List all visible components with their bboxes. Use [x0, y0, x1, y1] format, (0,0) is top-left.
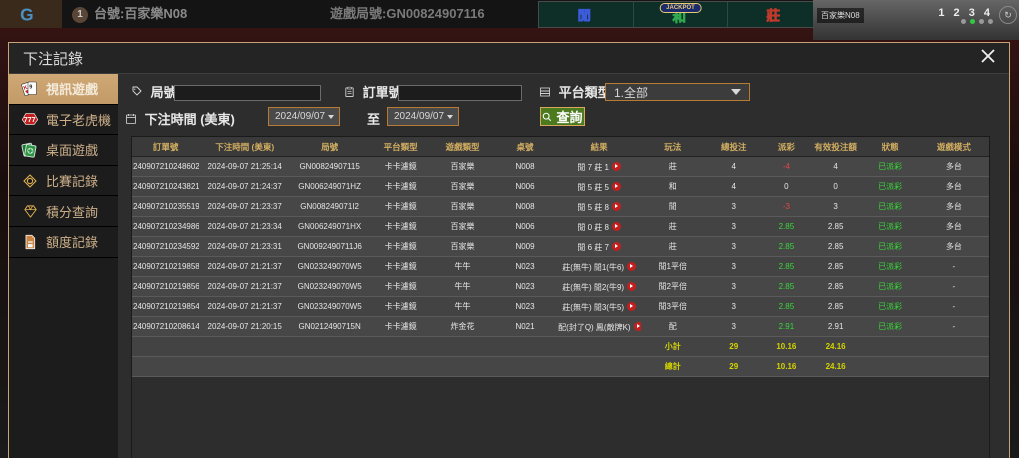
svg-text:閒: 閒 — [577, 8, 590, 23]
svg-text:777: 777 — [24, 115, 36, 124]
svg-text:莊: 莊 — [766, 7, 780, 23]
svg-text:G: G — [20, 5, 33, 25]
svg-text:9: 9 — [29, 84, 32, 90]
